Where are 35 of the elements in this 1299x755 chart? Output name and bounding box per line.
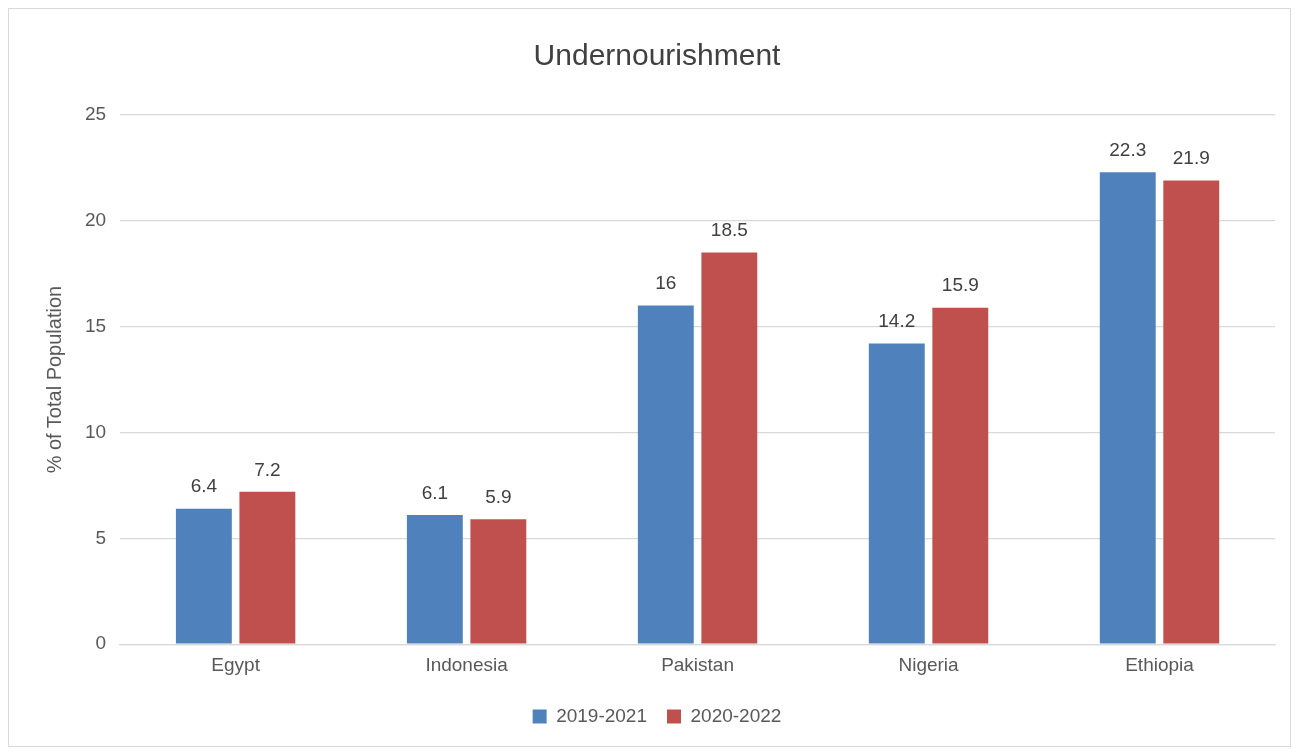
bar [175, 508, 232, 644]
x-tick-label: Pakistan [661, 653, 734, 675]
data-label: 5.9 [485, 486, 512, 508]
y-tick-label: 0 [95, 632, 107, 654]
bar [637, 305, 694, 644]
bar [868, 343, 925, 644]
x-tick-label: Indonesia [425, 653, 509, 675]
x-tick-label: Ethiopia [1125, 653, 1195, 675]
data-label: 14.2 [878, 310, 916, 332]
bar [406, 515, 463, 644]
data-label: 18.5 [710, 219, 748, 241]
data-label: 6.1 [421, 481, 449, 503]
bar [701, 252, 758, 644]
bar [239, 491, 296, 644]
x-tick-label: Nigeria [898, 653, 960, 675]
data-label: 6.4 [190, 475, 218, 497]
legend-label: 2019-2021 [556, 704, 648, 726]
y-tick-label: 25 [84, 103, 107, 125]
data-label: 21.9 [1172, 147, 1210, 169]
y-tick-label: 5 [95, 526, 107, 548]
data-label: 7.2 [254, 458, 281, 480]
bar [1163, 180, 1220, 644]
y-tick-label: 10 [84, 420, 107, 442]
y-tick-label: 15 [84, 314, 107, 336]
y-tick-label: 20 [84, 209, 107, 231]
data-label: 15.9 [941, 274, 979, 296]
legend-label: 2020-2022 [690, 704, 782, 726]
bar [932, 307, 989, 644]
bar [470, 519, 527, 644]
x-tick-label: Egypt [211, 653, 261, 675]
data-label: 22.3 [1109, 138, 1147, 160]
y-axis-title: % of Total Population [42, 285, 65, 474]
bar [1099, 172, 1156, 644]
chart-title: Undernourishment [533, 38, 782, 72]
data-label: 16 [655, 272, 677, 294]
